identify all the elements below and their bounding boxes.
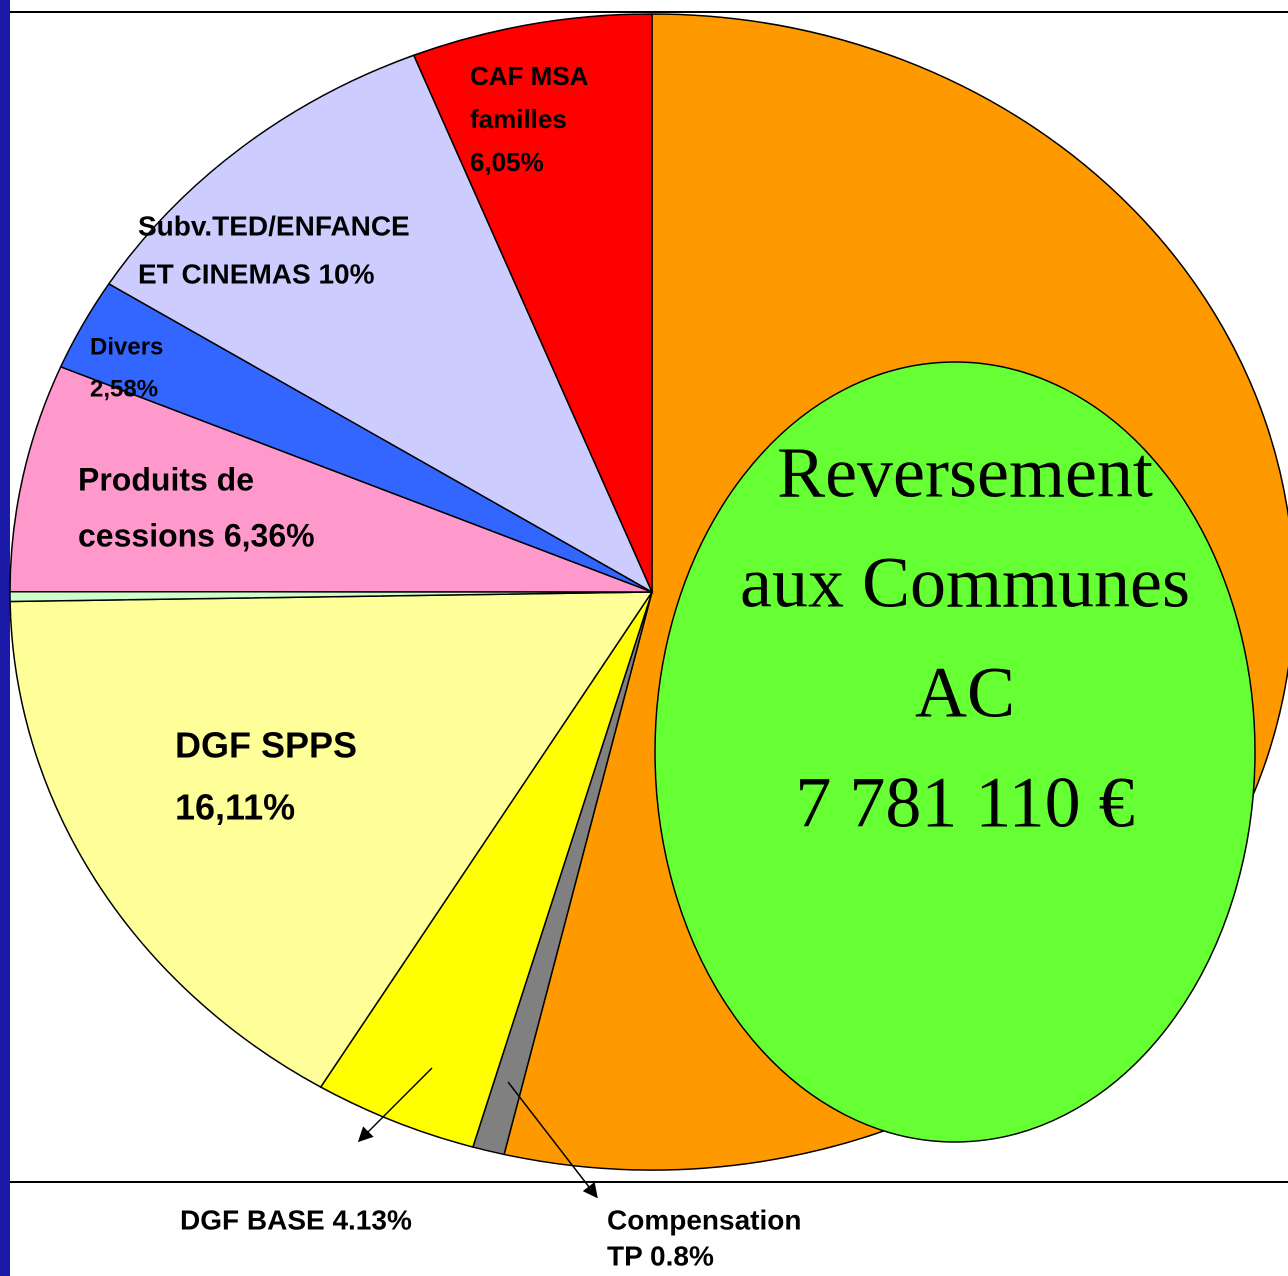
slice-label: Compensation: [607, 1204, 801, 1235]
slice-label: Subv.TED/ENFANCE: [138, 210, 410, 241]
slice-label: Divers: [90, 333, 163, 360]
slice-label: familles: [470, 104, 567, 134]
slice-label: Produits de: [78, 461, 254, 497]
label-bubble: [654, 361, 1256, 1143]
slice-label: 16,11%: [175, 787, 295, 828]
slice-label: DGF SPPS: [175, 725, 357, 766]
slice: [9, 365, 653, 593]
slice-label: 6,05%: [470, 147, 544, 177]
arrow: [357, 1067, 433, 1143]
labels: Reversement aux Communes AC 7 781 110 € Comp…: [78, 61, 1190, 1272]
slice-label: CAF MSA: [470, 61, 589, 91]
slice-label: Reversement: [777, 433, 1153, 513]
slice-label: aux Communes: [740, 543, 1190, 623]
slice-label: cessions 6,36%: [78, 517, 315, 553]
slice-label: TP 0.8%: [607, 1240, 714, 1271]
slice-label: 7 781 110 €: [795, 763, 1134, 843]
slice-label: 2,58%: [90, 375, 158, 402]
slice-label: ET CINEMAS 10%: [138, 258, 375, 289]
arrow: [507, 1081, 598, 1199]
slice: [107, 54, 654, 594]
slice-label: AC: [915, 653, 1015, 733]
side-strip: [0, 0, 10, 1276]
slice: [9, 591, 654, 1089]
slice-label: DGF BASE 4.13%: [180, 1204, 412, 1235]
slice: [412, 13, 653, 593]
